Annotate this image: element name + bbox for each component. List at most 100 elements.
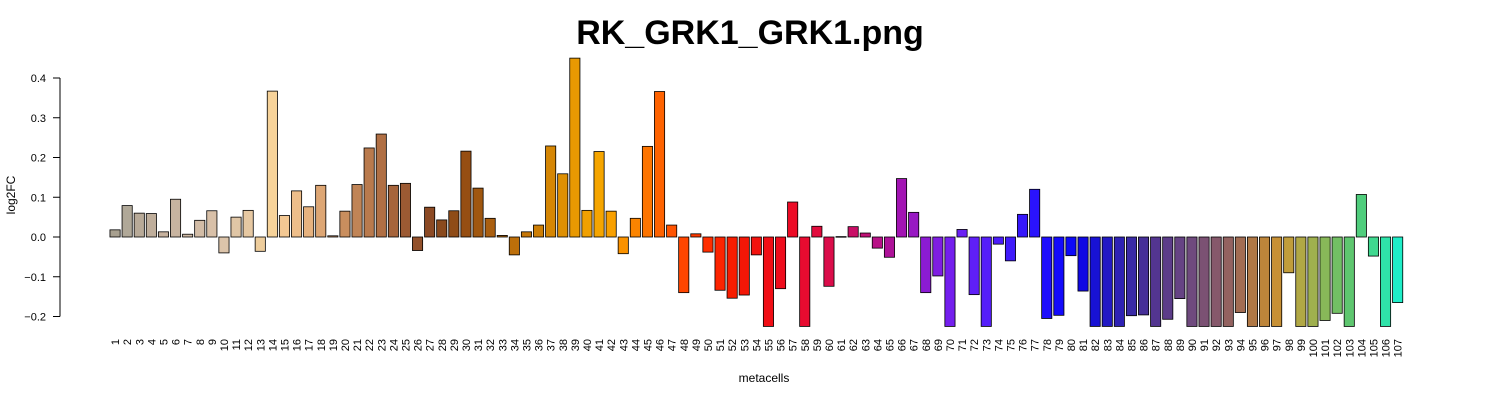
bar-metacell-62: [847, 226, 859, 238]
bar-metacell-61: [835, 236, 847, 238]
bar-metacell-45: [641, 145, 653, 238]
bar-metacell-106: [1380, 236, 1392, 327]
x-tick-label: 79: [1054, 339, 1066, 351]
x-tick-label: 57: [788, 339, 800, 351]
x-tick-label: 60: [824, 339, 836, 351]
bar-metacell-49: [690, 233, 702, 238]
x-tick-label: 74: [993, 339, 1005, 351]
x-tick-label: 96: [1260, 339, 1272, 351]
bar-metacell-26: [412, 236, 424, 251]
y-axis-label: log2FC: [4, 175, 18, 214]
x-tick-label: 41: [594, 339, 606, 351]
bar-metacell-35: [520, 231, 532, 238]
bar-metacell-33: [496, 235, 508, 238]
x-tick-label: 75: [1005, 339, 1017, 351]
x-tick-label: 62: [848, 339, 860, 351]
bar-metacell-12: [242, 209, 254, 238]
bar-metacell-88: [1162, 236, 1174, 320]
x-tick-label: 72: [969, 339, 981, 351]
bar-metacell-84: [1113, 236, 1125, 327]
x-tick-label: 48: [679, 339, 691, 351]
x-tick-label: 80: [1066, 339, 1078, 351]
bars-group: [109, 57, 1404, 327]
bar-metacell-7: [182, 233, 194, 238]
x-tick-label: 100: [1308, 339, 1320, 357]
bar-metacell-28: [436, 219, 448, 238]
x-tick-label: 15: [279, 339, 291, 351]
bar-metacell-90: [1186, 236, 1198, 327]
x-tick-label: 13: [255, 339, 267, 351]
x-tick-label: 101: [1320, 339, 1332, 357]
x-tick-label: 3: [134, 339, 146, 345]
bar-metacell-43: [617, 236, 629, 255]
x-tick-label: 7: [183, 339, 195, 345]
x-tick-label: 103: [1344, 339, 1356, 357]
y-tick-label: 0.1: [31, 192, 46, 204]
x-tick-label: 43: [618, 339, 630, 351]
x-tick-label: 104: [1356, 339, 1368, 357]
bar-metacell-1: [109, 229, 121, 238]
bar-metacell-98: [1283, 236, 1295, 274]
x-tick-label: 98: [1284, 339, 1296, 351]
y-tick-label: 0.0: [31, 232, 46, 244]
x-tick-label: 91: [1199, 339, 1211, 351]
x-tick-label: 23: [376, 339, 388, 351]
x-tick-label: 61: [836, 339, 848, 351]
x-tick-label: 73: [981, 339, 993, 351]
y-axis: −0.2 −0.1 0.0 0.1 0.2 0.3 0.4: [24, 73, 61, 324]
x-tick-label: 59: [812, 339, 824, 351]
bar-metacell-70: [944, 236, 956, 327]
bar-metacell-82: [1089, 236, 1101, 327]
x-axis-label: metacells: [739, 371, 790, 385]
x-tick-label: 51: [715, 339, 727, 351]
x-tick-label: 58: [800, 339, 812, 351]
bar-metacell-16: [291, 190, 303, 238]
bar-metacell-105: [1367, 236, 1379, 257]
x-tick-label: 85: [1126, 339, 1138, 351]
x-tick-label: 105: [1368, 339, 1380, 357]
bar-metacell-100: [1307, 236, 1319, 327]
x-tick-labels: 1 2 3 4 5 6 7 8 9 10 11 12 13 14 15 16 17 18 19 20 21 22 23 24 2…: [110, 339, 1405, 357]
bar-metacell-96: [1259, 236, 1271, 327]
x-tick-label: 82: [1090, 339, 1102, 351]
x-tick-label: 42: [606, 339, 618, 351]
x-tick-label: 95: [1247, 339, 1259, 351]
x-tick-label: 34: [509, 339, 521, 351]
bar-metacell-99: [1295, 236, 1307, 327]
x-tick-label: 19: [328, 339, 340, 351]
bar-metacell-9: [206, 210, 218, 238]
x-tick-label: 84: [1114, 339, 1126, 351]
bar-metacell-52: [726, 236, 738, 299]
bar-metacell-20: [339, 210, 351, 238]
x-tick-label: 37: [546, 339, 558, 351]
x-tick-label: 67: [909, 339, 921, 351]
x-tick-label: 45: [642, 339, 654, 351]
x-tick-label: 94: [1235, 339, 1247, 351]
x-tick-label: 38: [558, 339, 570, 351]
x-tick-label: 11: [231, 339, 243, 350]
y-tick-label: 0.4: [31, 73, 46, 85]
bar-metacell-55: [762, 236, 774, 327]
x-tick-label: 89: [1175, 339, 1187, 351]
bar-metacell-56: [775, 236, 787, 290]
x-tick-label: 10: [219, 339, 231, 351]
x-tick-label: 76: [1018, 339, 1030, 351]
bar-metacell-86: [1138, 236, 1150, 316]
y-tick-label: −0.2: [24, 312, 46, 324]
bar-metacell-72: [968, 236, 980, 296]
bar-metacell-38: [557, 173, 569, 238]
bar-metacell-27: [424, 206, 436, 238]
x-tick-label: 28: [437, 339, 449, 351]
bar-metacell-11: [230, 216, 242, 238]
x-tick-label: 17: [304, 339, 316, 351]
bar-metacell-40: [581, 209, 593, 238]
x-tick-label: 8: [195, 339, 207, 345]
x-tick-label: 102: [1332, 339, 1344, 357]
bar-metacell-58: [799, 236, 811, 327]
bar-metacell-64: [871, 236, 883, 249]
chart-title: RK_GRK1_GRK1.png: [576, 14, 924, 52]
x-tick-label: 70: [945, 339, 957, 351]
bar-metacell-21: [351, 184, 363, 238]
bar-metacell-78: [1041, 236, 1053, 319]
bar-metacell-79: [1053, 236, 1065, 316]
